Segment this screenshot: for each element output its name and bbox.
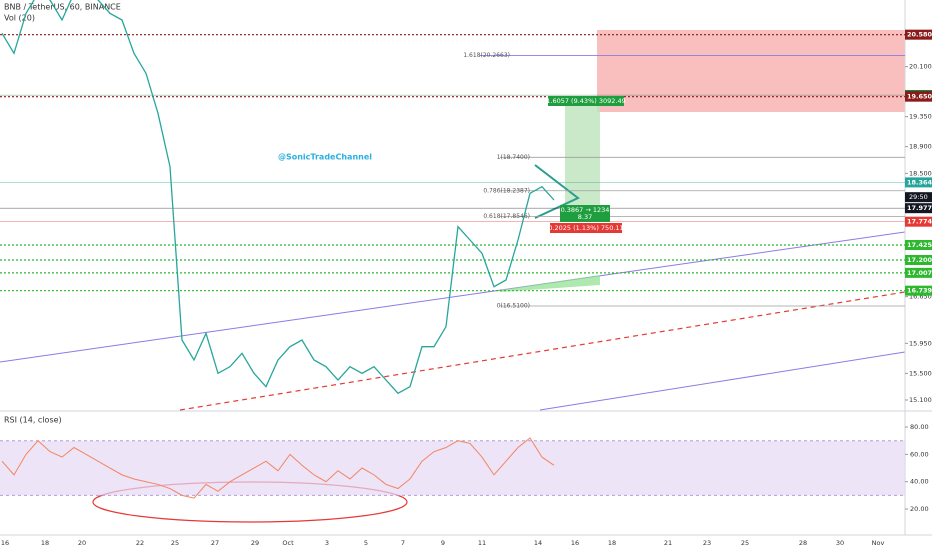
fib-label: 0.618(17.8546) xyxy=(483,213,530,220)
y-tick-label: 18.5000 xyxy=(909,169,932,177)
price-tag-label: 19.6500 xyxy=(907,93,932,101)
x-tick-label: 27 xyxy=(211,539,219,547)
x-tick-label: 18 xyxy=(608,539,616,547)
x-tick-label: 25 xyxy=(171,539,179,547)
profit-zone xyxy=(565,100,600,205)
y-tick-label: 20.1000 xyxy=(909,63,932,71)
y-tick-label: 16.6500 xyxy=(909,293,932,301)
y-tick-label: 60.00 xyxy=(910,450,929,458)
symbol: BNB / TetherUS, 60, BINANCE xyxy=(4,3,121,12)
x-tick-label: 9 xyxy=(441,539,445,547)
trend-line xyxy=(539,351,906,411)
price-tag xyxy=(905,29,932,40)
rsi-line xyxy=(1,437,555,499)
position-tag xyxy=(560,205,610,215)
y-tick-label: 80.00 xyxy=(910,423,929,431)
countdown-tag xyxy=(905,192,932,203)
x-tick-label: Nov xyxy=(872,539,885,547)
position-label: 8.37 xyxy=(578,213,592,221)
x-tick-label: 30 xyxy=(836,539,844,547)
position-tag xyxy=(550,223,622,233)
fib-label: 1(18.7400) xyxy=(497,154,530,161)
rsi-band xyxy=(0,440,905,496)
trend-line xyxy=(179,291,906,411)
price-tag xyxy=(905,285,932,296)
price-tag-label: 17.9774 xyxy=(907,204,932,212)
x-tick-label: 21 xyxy=(664,539,672,547)
y-tick-label: 40.00 xyxy=(910,478,929,486)
y-tick-label: 20.00 xyxy=(910,505,929,513)
x-tick-label: 28 xyxy=(799,539,807,547)
fib-label: 0(16.5100) xyxy=(497,303,530,310)
price-tag xyxy=(905,240,932,250)
position-tag xyxy=(560,212,610,222)
price-tag-label: 17.2000 xyxy=(907,256,932,264)
price-tag xyxy=(905,91,932,102)
x-tick-label: 20 xyxy=(78,539,86,547)
volume-label: Vol (20) xyxy=(4,14,35,23)
x-tick-label: 7 xyxy=(401,539,405,547)
x-tick-label: 29 xyxy=(251,539,259,547)
price-line xyxy=(1,0,555,395)
x-tick-label: 25 xyxy=(741,539,749,547)
y-tick-label: 15.9500 xyxy=(909,339,932,347)
price-tag-label: 17.4250 xyxy=(907,241,932,249)
x-tick-label: 16 xyxy=(1,539,9,547)
triangle xyxy=(534,164,580,219)
y-tick-label: 18.9000 xyxy=(909,143,932,151)
x-tick-label: 23 xyxy=(703,539,711,547)
x-tick-label: 5 xyxy=(364,539,368,547)
price-pane: @SonicTradeChannel xyxy=(0,30,906,411)
price-tag-label: 20.5800 xyxy=(907,31,932,39)
position-label: 0.2025 (1.13%) 750.11 xyxy=(548,224,623,232)
x-tick-label: 3 xyxy=(325,539,329,547)
position-label: 1.6057 (9.43%) 3092.49 xyxy=(546,97,625,105)
stop-zone xyxy=(597,30,905,112)
price-tag xyxy=(905,177,932,188)
watermark: @SonicTradeChannel xyxy=(278,153,372,162)
x-tick-label: 22 xyxy=(136,539,144,547)
x-tick-label: Oct xyxy=(282,539,294,547)
countdown: 29:50 xyxy=(909,193,928,201)
x-tick-label: 11 xyxy=(478,539,486,547)
fib-label: 1.618(20.2663) xyxy=(463,52,510,59)
position-tag xyxy=(548,96,624,106)
trend-line xyxy=(0,231,906,363)
price-tag-label: 16.7399 xyxy=(907,287,932,295)
price-tag xyxy=(905,267,932,278)
fib-label: 0.786(18.2387) xyxy=(483,187,530,194)
y-tick-label: 19.3500 xyxy=(909,113,932,121)
position-label: 0.3867 → 1234 xyxy=(561,206,610,214)
price-tag xyxy=(905,203,932,214)
x-tick-label: 14 xyxy=(534,539,542,547)
x-tick-label: 16 xyxy=(571,539,579,547)
projection xyxy=(500,275,600,292)
price-tag xyxy=(905,255,932,265)
price-tag xyxy=(905,216,932,227)
rsi-label: RSI (14, close) xyxy=(4,416,62,425)
y-tick-label: 15.1000 xyxy=(909,396,932,404)
y-tick-label: 15.5000 xyxy=(909,369,932,377)
x-tick-label: 18 xyxy=(41,539,49,547)
price-tag-label: 17.7749 xyxy=(907,218,932,226)
